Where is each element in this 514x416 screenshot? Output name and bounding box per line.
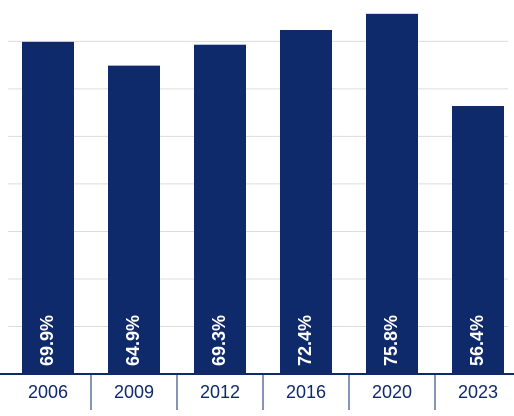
value-label: 69.3%	[209, 315, 229, 366]
bar	[366, 13, 418, 375]
bar	[194, 44, 246, 374]
value-label: 56.4%	[467, 315, 487, 366]
bar	[108, 65, 160, 375]
value-label: 72.4%	[295, 315, 315, 366]
x-tick-label: 2009	[114, 382, 154, 402]
bar	[280, 29, 332, 375]
x-tick-label: 2012	[200, 382, 240, 402]
bar	[22, 41, 74, 374]
value-label: 75.8%	[381, 315, 401, 366]
value-label: 64.9%	[123, 315, 143, 366]
x-tick-label: 2016	[286, 382, 326, 402]
value-label: 69.9%	[37, 315, 57, 366]
x-tick-label: 2006	[28, 382, 68, 402]
x-tick-label: 2020	[372, 382, 412, 402]
x-tick-label: 2023	[458, 382, 498, 402]
bar	[452, 106, 504, 374]
